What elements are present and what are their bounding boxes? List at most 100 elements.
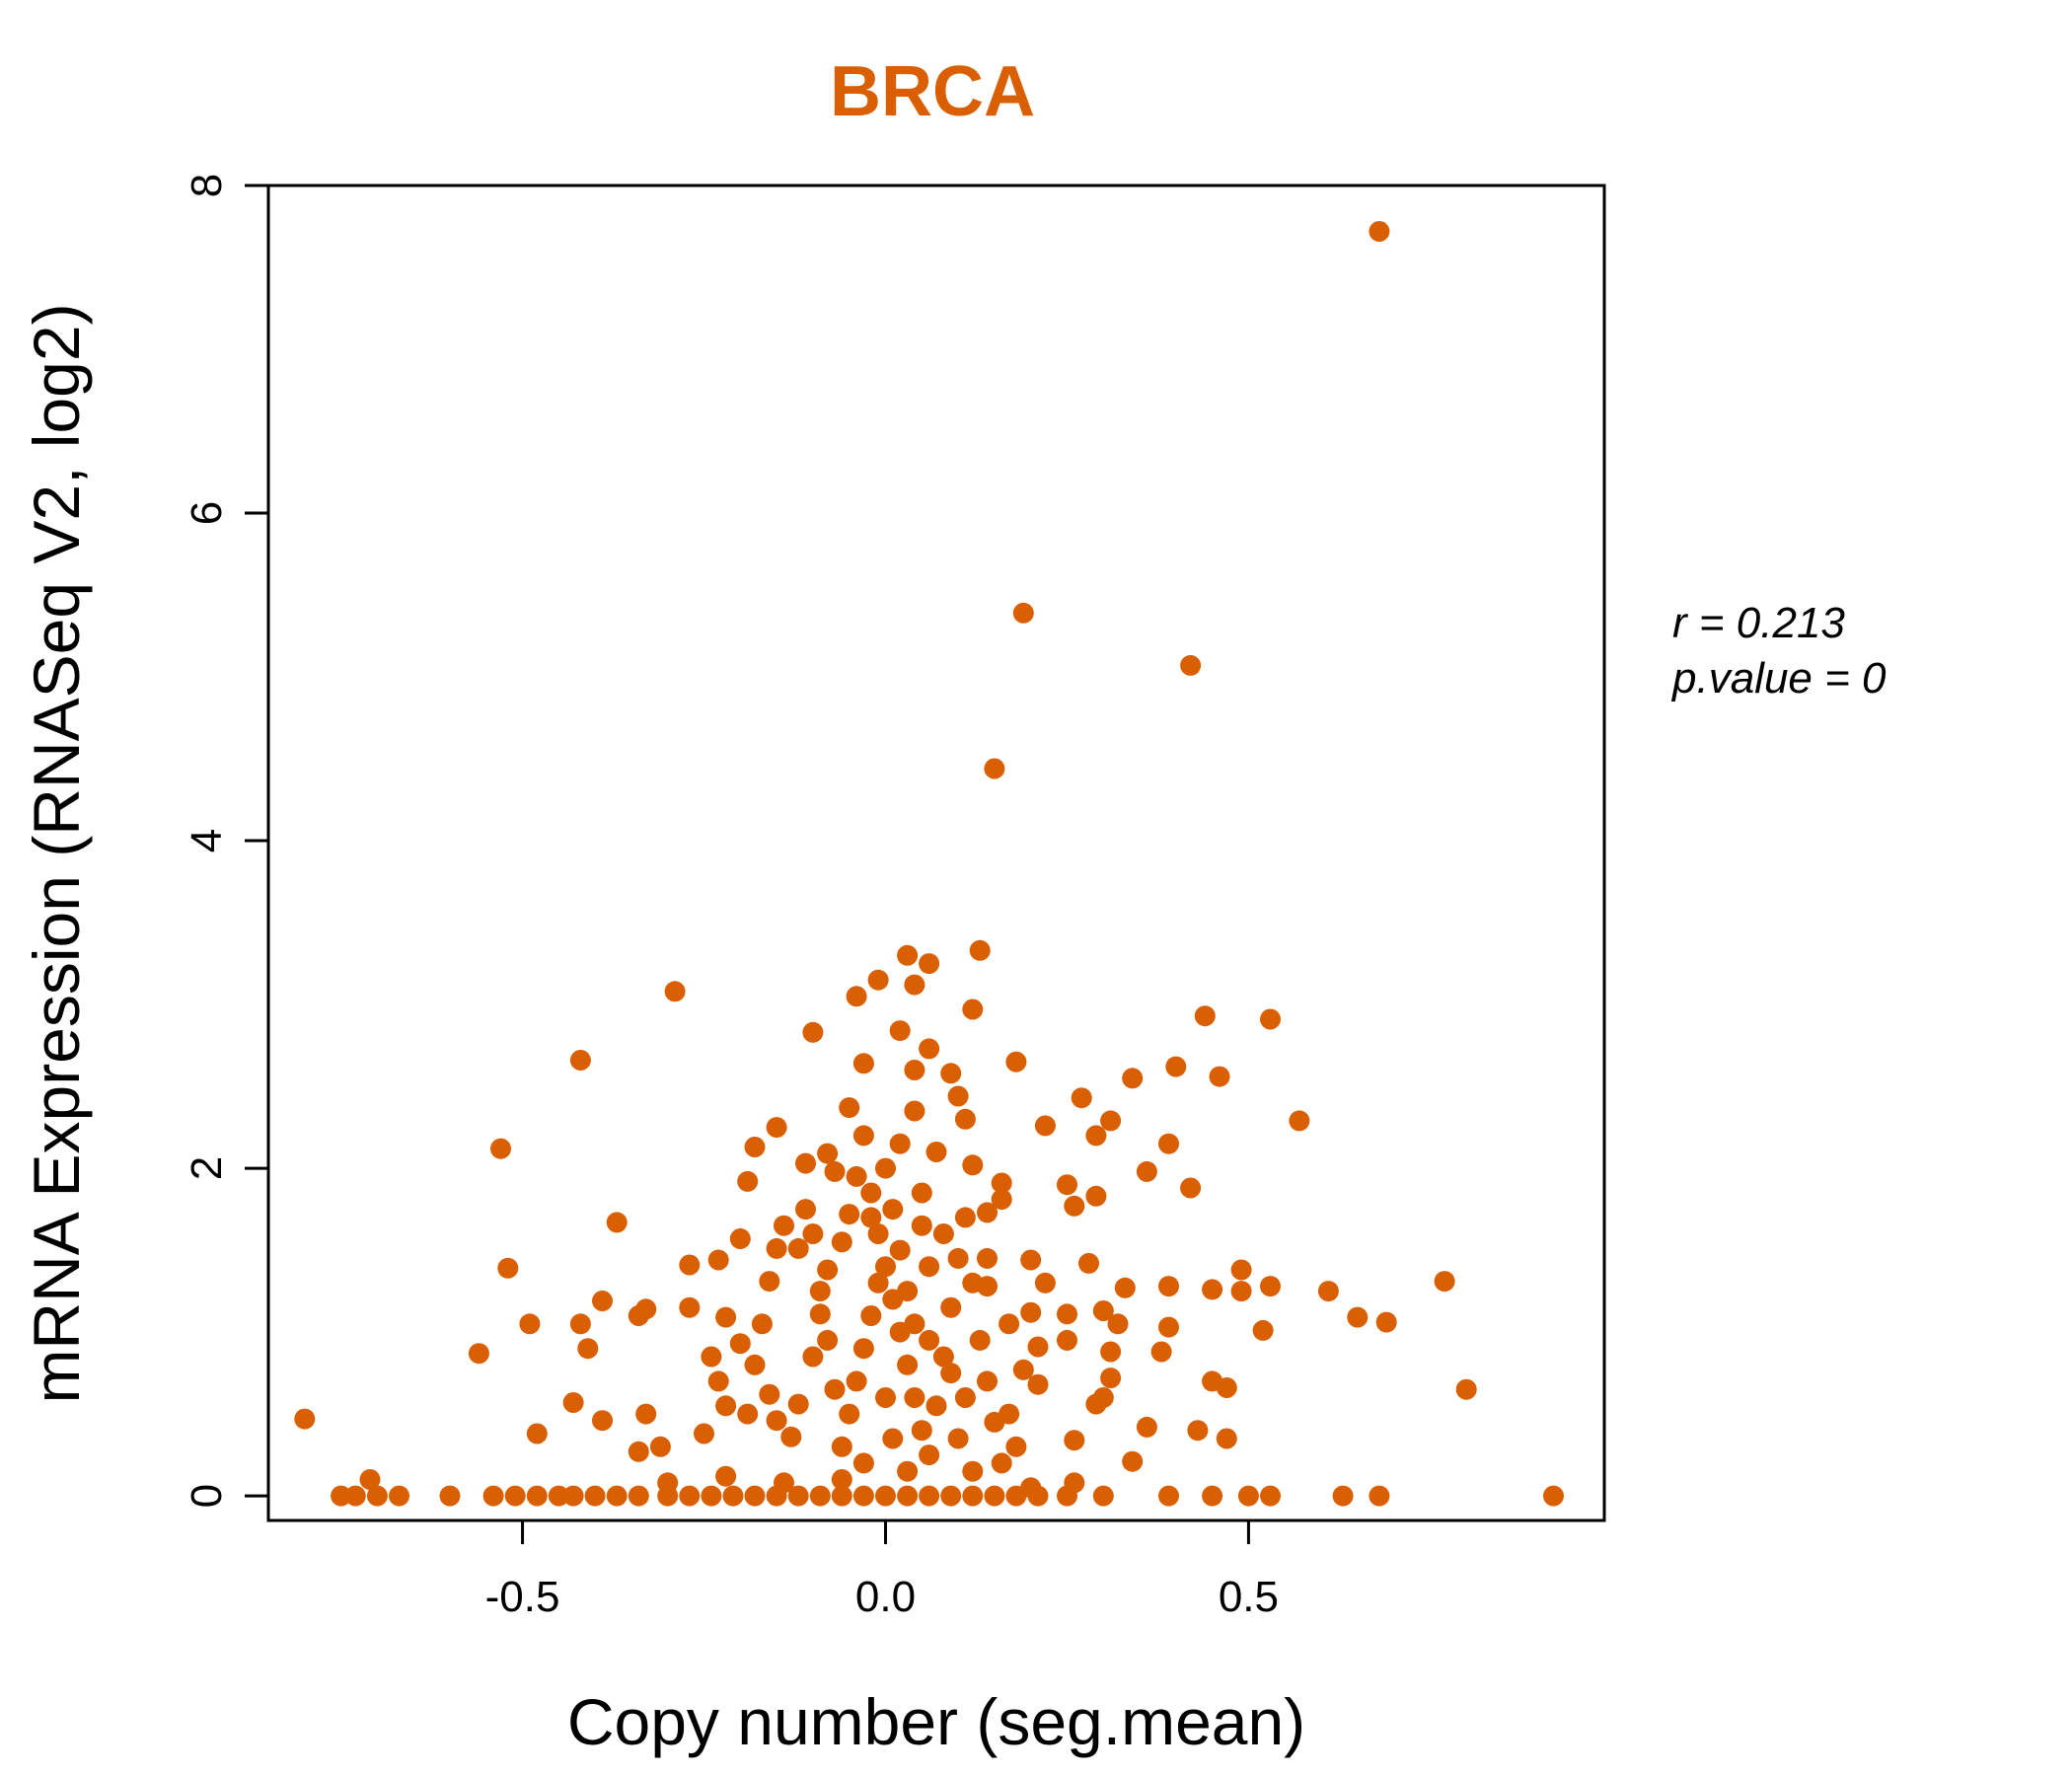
data-point xyxy=(919,1329,940,1351)
data-point xyxy=(482,1485,504,1507)
data-point xyxy=(787,1237,809,1259)
data-point xyxy=(809,1485,831,1507)
data-point xyxy=(1434,1271,1455,1293)
data-point xyxy=(875,1387,896,1408)
y-tick-label: 8 xyxy=(183,174,231,197)
data-point xyxy=(962,1154,984,1176)
data-point xyxy=(1057,1174,1077,1196)
data-point xyxy=(490,1138,511,1159)
data-point xyxy=(1237,1485,1259,1507)
data-point xyxy=(628,1441,649,1462)
data-point xyxy=(592,1410,613,1432)
data-point xyxy=(846,1370,867,1392)
data-point xyxy=(860,1207,882,1228)
data-point xyxy=(904,1387,925,1408)
data-point xyxy=(1005,1436,1027,1457)
data-point xyxy=(852,1452,874,1474)
data-point xyxy=(839,1097,860,1119)
data-point xyxy=(744,1354,766,1375)
data-point xyxy=(919,953,940,975)
data-point xyxy=(1216,1428,1237,1449)
data-point xyxy=(999,1313,1020,1335)
data-point xyxy=(1260,1276,1281,1297)
data-point xyxy=(904,1100,925,1122)
data-point xyxy=(925,1395,947,1417)
data-point xyxy=(1020,1301,1042,1323)
data-point xyxy=(1034,1115,1056,1137)
data-point xyxy=(1064,1430,1085,1451)
data-point xyxy=(911,1420,932,1442)
data-point xyxy=(774,1472,794,1494)
data-point xyxy=(577,1338,599,1360)
data-point xyxy=(795,1152,816,1174)
x-axis: -0.5 0.0 0.5 xyxy=(485,1518,1279,1621)
data-point xyxy=(1455,1378,1477,1400)
data-point xyxy=(1064,1472,1085,1494)
data-point xyxy=(897,1460,919,1482)
data-point xyxy=(1027,1373,1049,1395)
y-tick-label: 2 xyxy=(183,1156,231,1180)
x-tick-label: -0.5 xyxy=(485,1573,560,1621)
data-point xyxy=(497,1257,519,1279)
data-point xyxy=(860,1182,882,1204)
data-point xyxy=(940,1485,962,1507)
data-point xyxy=(657,1472,679,1494)
data-point xyxy=(1005,1051,1027,1073)
data-point xyxy=(852,1338,874,1360)
data-point xyxy=(839,1204,860,1225)
data-point xyxy=(1369,1485,1390,1507)
data-point xyxy=(932,1346,954,1368)
data-point xyxy=(331,1485,352,1507)
data-point xyxy=(947,1428,969,1449)
data-point xyxy=(766,1117,787,1139)
data-point xyxy=(635,1298,657,1320)
data-point xyxy=(1122,1450,1144,1472)
data-point xyxy=(919,1256,940,1278)
data-point xyxy=(569,1050,591,1071)
data-point xyxy=(904,974,925,996)
data-point xyxy=(649,1436,671,1457)
data-point xyxy=(1078,1252,1099,1274)
data-point xyxy=(954,1387,976,1408)
data-point xyxy=(919,1485,940,1507)
data-point xyxy=(722,1485,744,1507)
data-point xyxy=(940,1296,962,1318)
data-point xyxy=(984,758,1005,779)
data-point xyxy=(679,1254,701,1276)
data-point xyxy=(1092,1300,1114,1321)
data-point xyxy=(439,1485,461,1507)
data-point xyxy=(954,1108,976,1130)
data-point xyxy=(701,1485,722,1507)
data-point xyxy=(795,1199,816,1221)
data-point xyxy=(969,1329,991,1351)
plot-area-frame xyxy=(266,184,1606,1522)
data-point xyxy=(1158,1316,1179,1338)
data-point xyxy=(831,1485,852,1507)
data-point xyxy=(889,1133,911,1154)
data-point xyxy=(1012,602,1034,624)
data-point xyxy=(766,1237,787,1259)
data-point xyxy=(751,1313,773,1335)
data-point xyxy=(1230,1259,1252,1281)
data-point xyxy=(1260,1008,1281,1030)
data-point xyxy=(831,1436,852,1457)
data-point xyxy=(780,1426,802,1447)
data-point xyxy=(468,1343,489,1365)
data-point xyxy=(846,986,867,1007)
data-point xyxy=(701,1346,722,1368)
data-point xyxy=(1252,1319,1274,1341)
data-point xyxy=(389,1485,409,1507)
data-point xyxy=(867,969,889,991)
x-tick-label: 0.0 xyxy=(855,1573,916,1621)
data-point xyxy=(664,981,686,1002)
data-point xyxy=(548,1485,569,1507)
data-point xyxy=(809,1281,831,1302)
data-point xyxy=(1543,1485,1564,1507)
data-point xyxy=(606,1212,628,1233)
data-point xyxy=(1289,1110,1310,1132)
data-point xyxy=(904,1060,925,1080)
data-point xyxy=(1158,1485,1179,1507)
data-point xyxy=(925,1142,947,1162)
data-point xyxy=(984,1485,1005,1507)
data-point xyxy=(1020,1249,1042,1271)
